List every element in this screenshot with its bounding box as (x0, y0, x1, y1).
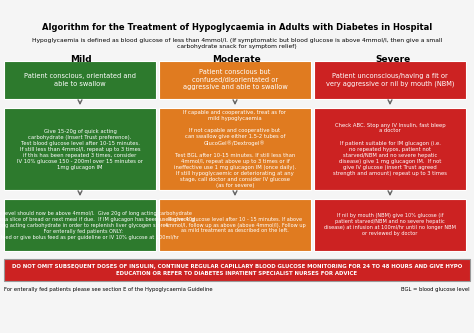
FancyBboxPatch shape (159, 108, 311, 190)
FancyBboxPatch shape (4, 108, 156, 190)
FancyBboxPatch shape (159, 61, 311, 99)
FancyBboxPatch shape (159, 199, 311, 251)
FancyBboxPatch shape (314, 108, 466, 190)
Text: Check ABC. Stop any IV Insulin, fast bleep
a doctor

If patient suitable for IM : Check ABC. Stop any IV Insulin, fast ble… (333, 123, 447, 175)
Text: Recheck glucose level after 10 - 15 minutes. If above
4mmol/l, follow up as abov: Recheck glucose level after 10 - 15 minu… (164, 216, 305, 233)
Text: Give 15-20g of quick acting
carbohydrate (Insert Trust preference).
Test blood g: Give 15-20g of quick acting carbohydrate… (17, 129, 143, 169)
Text: Mild: Mild (70, 55, 91, 64)
FancyBboxPatch shape (314, 61, 466, 99)
Text: DO NOT OMIT SUBSEQUENT DOSES OF INSULIN, CONTINUE REGULAR CAPILLARY BLOOD GLUCOS: DO NOT OMIT SUBSEQUENT DOSES OF INSULIN,… (12, 264, 462, 276)
Text: If nil by mouth (NBM) give 10% glucose (if
patient starved/NBM and no severe hep: If nil by mouth (NBM) give 10% glucose (… (324, 213, 456, 236)
Text: Patient conscious, orientated and
able to swallow: Patient conscious, orientated and able t… (24, 73, 136, 87)
Text: For enterally fed patients please see section E of the Hypoglycaemia Guideline: For enterally fed patients please see se… (4, 287, 213, 292)
Text: Blood glucose level should now be above 4mmol/l.  Give 20g of long acting carboh: Blood glucose level should now be above … (0, 210, 195, 239)
Text: Patient unconscious/having a fit or
very aggressive or nil by mouth (NBM): Patient unconscious/having a fit or very… (326, 73, 454, 87)
FancyBboxPatch shape (314, 199, 466, 251)
FancyBboxPatch shape (4, 61, 156, 99)
FancyBboxPatch shape (4, 259, 470, 281)
Text: Hypoglycaemia is defined as blood glucose of less than 4mmol/l. (If symptomatic : Hypoglycaemia is defined as blood glucos… (32, 38, 442, 49)
Text: If capable and cooperative, treat as for
mild hypoglycaemia

If not capable and : If capable and cooperative, treat as for… (174, 110, 296, 188)
FancyBboxPatch shape (4, 199, 156, 251)
Text: Patient conscious but
confused/disorientated or
aggressive and able to swallow: Patient conscious but confused/disorient… (182, 70, 287, 91)
Text: BGL = blood glucose level: BGL = blood glucose level (401, 287, 470, 292)
Text: Severe: Severe (376, 55, 411, 64)
Text: Algorithm for the Treatment of Hypoglycaemia in Adults with Diabetes in Hospital: Algorithm for the Treatment of Hypoglyca… (42, 23, 432, 32)
Text: Moderate: Moderate (212, 55, 261, 64)
